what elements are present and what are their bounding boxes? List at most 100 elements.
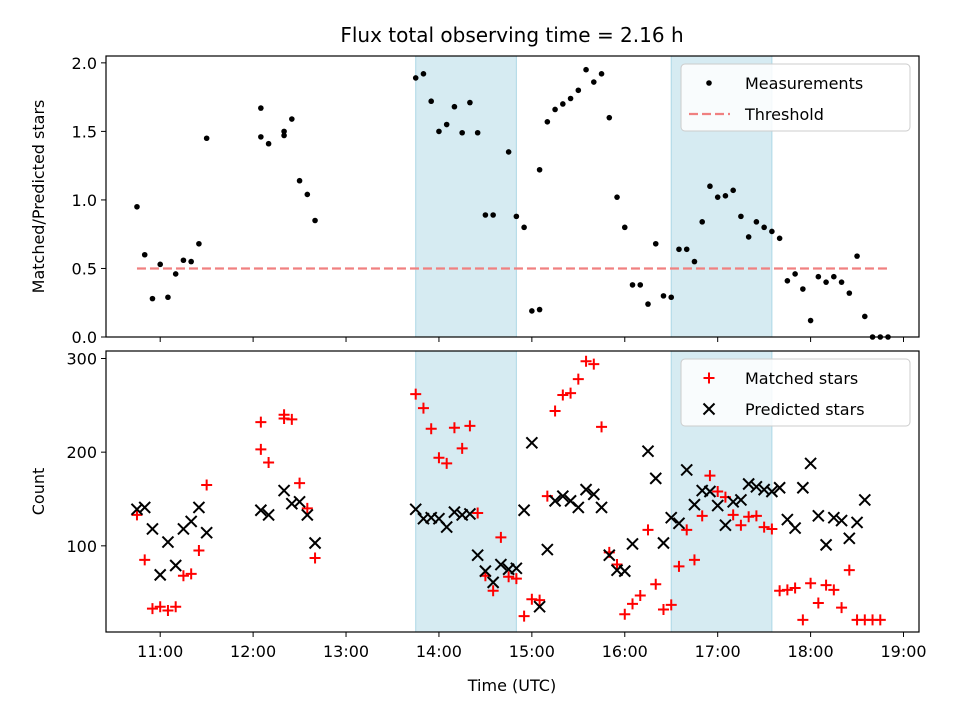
data-point — [505, 149, 512, 155]
data-point — [490, 212, 496, 218]
data-point — [683, 246, 690, 253]
data-point — [820, 579, 832, 591]
data-point — [627, 598, 639, 610]
data-point — [309, 552, 321, 564]
legend-label: Threshold — [744, 105, 824, 124]
data-point — [518, 610, 530, 622]
data-point — [420, 71, 427, 77]
data-point — [738, 213, 744, 220]
data-point — [285, 497, 299, 510]
data-point — [823, 279, 829, 285]
data-point — [258, 134, 264, 140]
y-tick-label: 100 — [66, 537, 97, 556]
data-point — [464, 420, 476, 432]
data-point — [203, 135, 210, 142]
data-point — [510, 562, 523, 575]
data-point — [486, 576, 500, 589]
data-point — [595, 501, 608, 514]
data-point — [565, 387, 577, 399]
data-point — [598, 71, 605, 77]
legend-box — [680, 358, 911, 427]
data-point — [200, 526, 213, 539]
data-point — [433, 452, 445, 464]
data-point — [154, 601, 166, 613]
data-point — [312, 217, 318, 224]
data-point — [652, 240, 659, 247]
data-point — [712, 486, 724, 497]
data-point — [169, 559, 182, 572]
data-point — [503, 571, 515, 583]
data-point — [495, 531, 507, 543]
data-point — [805, 577, 817, 589]
data-point — [660, 293, 667, 299]
data-point — [673, 560, 685, 572]
data-point — [750, 480, 763, 494]
y-tick-label: 1.0 — [72, 191, 97, 210]
data-point — [513, 213, 520, 220]
data-point — [629, 282, 636, 288]
legend-label: Matched stars — [745, 369, 858, 388]
data-point — [681, 524, 693, 536]
data-point — [836, 602, 848, 614]
data-point — [800, 286, 806, 292]
data-point — [277, 484, 291, 497]
data-point — [807, 317, 814, 324]
data-point — [549, 405, 561, 417]
data-point — [591, 79, 597, 85]
data-point — [862, 313, 868, 320]
x-tick-label: 11:00 — [137, 642, 183, 661]
data-point — [172, 271, 179, 277]
data-point — [722, 193, 729, 199]
data-point — [707, 183, 713, 190]
data-point — [289, 116, 295, 122]
data-point — [691, 258, 698, 265]
y-axis-label: Count — [29, 468, 48, 516]
series-predicted-stars — [130, 436, 872, 613]
data-point — [676, 246, 682, 253]
data-point — [668, 294, 675, 301]
data-point — [730, 187, 736, 194]
data-point — [161, 535, 175, 549]
data-point — [579, 483, 593, 496]
shaded-interval-1 — [415, 55, 517, 338]
data-point — [699, 219, 705, 225]
data-point — [641, 445, 655, 458]
data-point — [301, 508, 314, 522]
data-point — [575, 87, 582, 94]
y-tick-label: 300 — [66, 349, 97, 368]
data-point — [843, 564, 855, 576]
y-axis-label: Matched/Predicted stars — [29, 100, 48, 294]
data-point — [734, 493, 748, 507]
data-point — [642, 524, 654, 536]
data-point — [425, 423, 437, 435]
data-point — [858, 493, 872, 507]
data-point — [162, 604, 174, 616]
data-point — [742, 477, 755, 491]
axes-frame — [105, 350, 920, 633]
data-point — [440, 520, 453, 534]
data-point — [745, 234, 752, 240]
data-point — [758, 521, 770, 533]
data-point — [789, 582, 801, 594]
data-point — [812, 597, 824, 609]
data-point — [828, 584, 840, 596]
data-point — [479, 564, 492, 578]
data-point — [603, 548, 616, 562]
data-point — [281, 128, 287, 135]
data-point — [428, 98, 435, 105]
data-point — [606, 114, 613, 121]
y-tick-label: 200 — [66, 443, 97, 462]
x-tick-label: 15:00 — [509, 642, 555, 661]
data-point — [544, 118, 551, 125]
data-point — [788, 521, 802, 535]
data-point — [580, 355, 592, 367]
data-point — [441, 457, 453, 469]
data-point — [134, 203, 140, 210]
data-point — [487, 585, 499, 597]
x-tick-label: 14:00 — [416, 642, 462, 661]
data-point — [180, 257, 187, 264]
data-point — [726, 495, 740, 509]
data-point — [719, 519, 732, 532]
legend-marker — [703, 372, 715, 384]
